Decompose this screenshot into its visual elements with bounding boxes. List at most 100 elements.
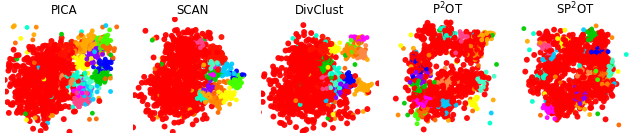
- Point: [305, 79, 316, 81]
- Point: [460, 92, 470, 94]
- Point: [597, 38, 607, 40]
- Point: [559, 58, 569, 60]
- Point: [68, 83, 79, 85]
- Point: [319, 105, 330, 107]
- Point: [201, 92, 211, 94]
- Point: [330, 84, 340, 86]
- Point: [486, 112, 497, 114]
- Point: [65, 53, 76, 55]
- Point: [294, 72, 305, 74]
- Point: [355, 51, 365, 53]
- Point: [46, 66, 56, 68]
- Point: [447, 45, 458, 47]
- Point: [603, 66, 613, 68]
- Point: [297, 51, 307, 53]
- Point: [284, 92, 294, 94]
- Point: [7, 104, 17, 106]
- Point: [212, 53, 223, 55]
- Point: [300, 62, 310, 64]
- Point: [190, 44, 200, 46]
- Point: [58, 74, 68, 76]
- Point: [474, 53, 484, 55]
- Point: [0, 89, 7, 91]
- Point: [168, 98, 178, 100]
- Point: [182, 62, 192, 64]
- Point: [314, 62, 324, 65]
- Point: [418, 88, 428, 90]
- Point: [309, 97, 319, 99]
- Point: [180, 78, 190, 80]
- Point: [597, 83, 607, 85]
- Point: [327, 48, 337, 50]
- Point: [85, 44, 95, 46]
- Point: [74, 106, 84, 108]
- Point: [561, 100, 571, 102]
- Point: [346, 47, 356, 49]
- Point: [488, 33, 499, 35]
- Point: [194, 41, 204, 43]
- Point: [470, 35, 480, 37]
- Point: [44, 94, 54, 96]
- Point: [602, 57, 612, 59]
- Point: [198, 103, 208, 105]
- Point: [170, 104, 180, 106]
- Point: [303, 77, 314, 79]
- Point: [556, 57, 566, 59]
- Point: [605, 64, 616, 66]
- Point: [445, 79, 455, 82]
- Point: [294, 74, 304, 76]
- Point: [300, 50, 310, 53]
- Point: [416, 82, 426, 85]
- Point: [33, 76, 44, 78]
- Point: [59, 66, 69, 68]
- Point: [423, 69, 433, 71]
- Point: [550, 118, 560, 120]
- Point: [168, 100, 179, 102]
- Point: [543, 66, 554, 68]
- Point: [442, 35, 452, 37]
- Point: [545, 46, 555, 48]
- Point: [415, 72, 425, 74]
- Point: [600, 35, 610, 37]
- Point: [84, 94, 95, 96]
- Point: [419, 111, 429, 113]
- Point: [294, 64, 305, 66]
- Point: [80, 64, 90, 66]
- Point: [193, 83, 204, 85]
- Point: [314, 93, 324, 95]
- Point: [25, 90, 35, 92]
- Point: [299, 66, 309, 68]
- Point: [54, 47, 65, 50]
- Point: [346, 75, 356, 78]
- Point: [356, 40, 366, 42]
- Point: [36, 70, 47, 72]
- Point: [173, 104, 184, 106]
- Point: [205, 53, 216, 55]
- Point: [417, 91, 428, 93]
- Point: [578, 49, 588, 51]
- Point: [454, 76, 464, 78]
- Point: [233, 84, 243, 86]
- Point: [596, 44, 607, 46]
- Point: [169, 68, 179, 70]
- Point: [3, 101, 13, 103]
- Point: [180, 85, 191, 87]
- Point: [189, 54, 200, 57]
- Point: [319, 85, 329, 87]
- Point: [38, 45, 48, 47]
- Point: [171, 71, 181, 74]
- Point: [420, 25, 431, 27]
- Point: [586, 57, 596, 59]
- Point: [61, 50, 71, 52]
- Point: [537, 83, 547, 85]
- Point: [554, 90, 564, 92]
- Point: [29, 69, 39, 71]
- Point: [578, 72, 588, 74]
- Point: [348, 49, 358, 51]
- Point: [335, 77, 346, 79]
- Point: [29, 68, 39, 70]
- Point: [463, 89, 474, 92]
- Point: [467, 53, 477, 55]
- Point: [599, 54, 609, 57]
- Point: [334, 76, 344, 78]
